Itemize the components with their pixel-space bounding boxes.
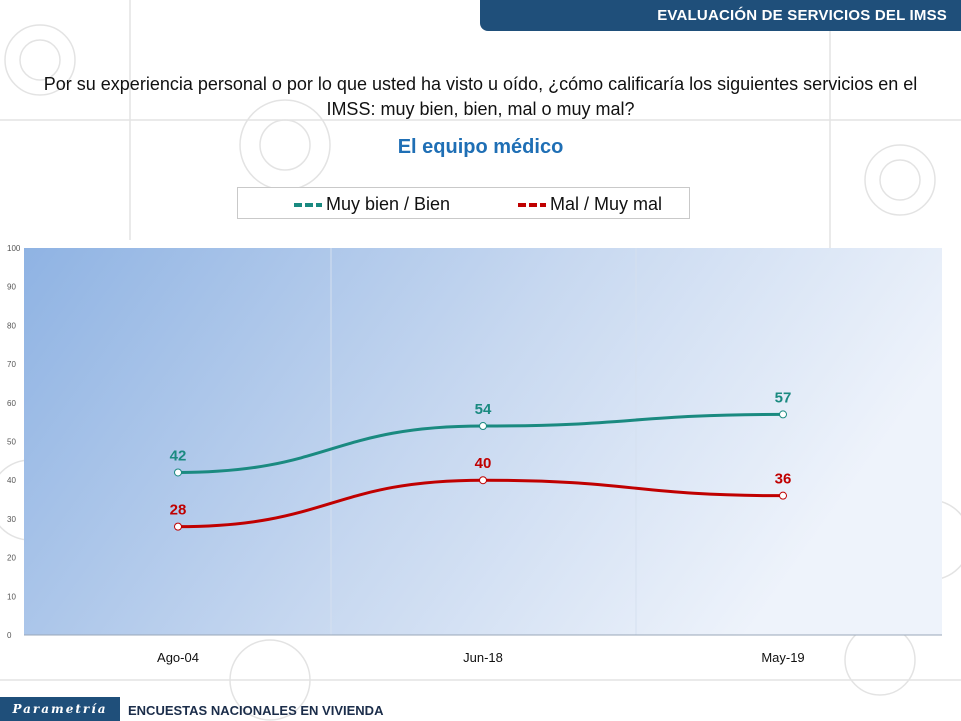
data-label: 36 [775, 471, 792, 488]
data-label: 42 [170, 447, 187, 464]
legend-label-positive: Muy bien / Bien [326, 194, 451, 214]
legend-item-negative: Mal / Muy mal [518, 194, 662, 215]
x-tick-label: Jun-18 [463, 650, 503, 665]
parametria-logo: Parametría [0, 697, 120, 721]
y-tick-label: 0 [7, 631, 12, 640]
y-tick-label: 40 [7, 476, 16, 485]
header-bar: EVALUACIÓN DE SERVICIOS DEL IMSS [480, 0, 961, 31]
x-tick-label: Ago-04 [157, 650, 199, 665]
y-tick-label: 30 [7, 515, 16, 524]
legend-swatch-negative [518, 202, 546, 207]
header-title: EVALUACIÓN DE SERVICIOS DEL IMSS [657, 7, 947, 24]
data-label: 54 [475, 401, 492, 418]
y-tick-label: 20 [7, 554, 16, 563]
y-tick-label: 70 [7, 360, 16, 369]
footer-caption: ENCUESTAS NACIONALES EN VIVIENDA [128, 703, 384, 718]
data-label: 28 [170, 502, 187, 519]
data-point [779, 491, 787, 500]
legend-label-negative: Mal / Muy mal [550, 194, 663, 214]
y-tick-label: 90 [7, 283, 16, 292]
plot-area [24, 248, 942, 635]
y-tick-label: 10 [7, 592, 16, 601]
chart-legend: Muy bien / Bien Mal / Muy mal [237, 187, 690, 219]
y-tick-label: 80 [7, 321, 16, 330]
chart-subtitle: El equipo médico [397, 136, 564, 158]
y-tick-label: 60 [7, 399, 16, 408]
legend-item-positive: Muy bien / Bien [294, 194, 450, 215]
data-label: 57 [775, 389, 792, 406]
legend-swatch-positive [294, 202, 322, 207]
data-point [779, 410, 787, 419]
y-tick-label: 100 [7, 244, 21, 253]
data-point [479, 476, 487, 485]
survey-question: Por su experiencia personal o por lo que… [43, 74, 918, 119]
data-point [174, 522, 182, 531]
data-point [174, 468, 182, 477]
data-label: 40 [475, 455, 492, 472]
y-tick-label: 50 [7, 438, 16, 447]
x-tick-label: May-19 [761, 650, 804, 665]
data-point [479, 422, 487, 431]
